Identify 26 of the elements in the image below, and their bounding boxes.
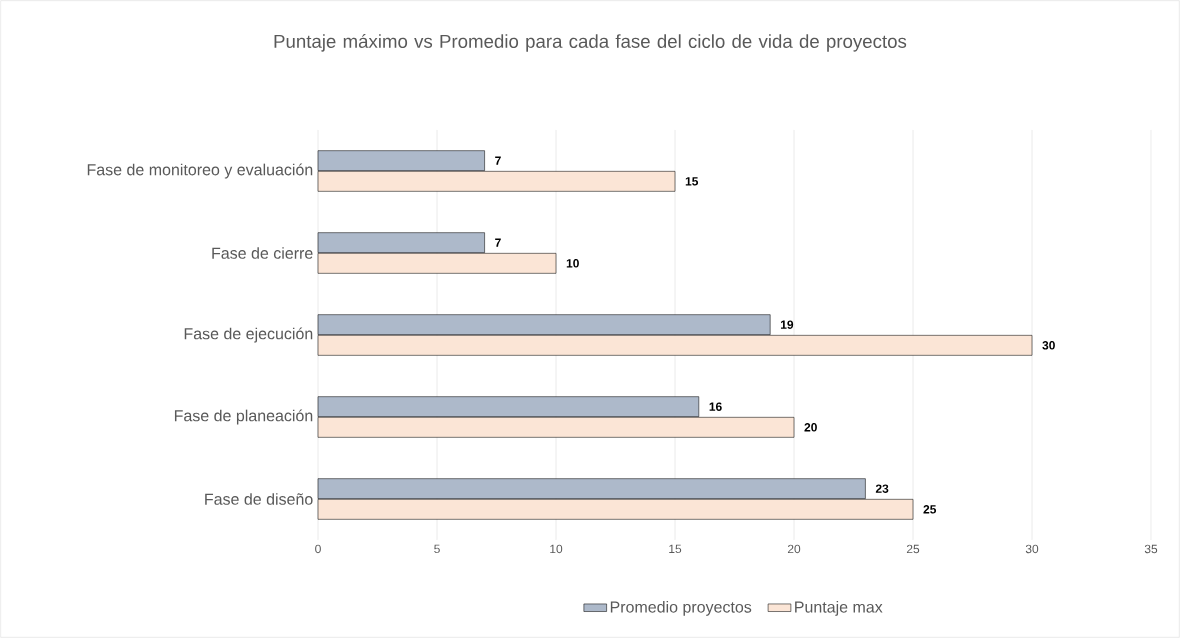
y-tick-label: Fase de cierre <box>212 247 313 259</box>
legend-label: Puntaje max <box>795 600 883 616</box>
data-label: 7 <box>495 156 501 165</box>
data-label: 16 <box>709 402 722 411</box>
data-label: 15 <box>685 177 699 186</box>
data-label: 7 <box>495 238 501 247</box>
data-label: 30 <box>1042 341 1055 350</box>
y-tick-label: Fase de planeación <box>174 409 313 425</box>
x-tick-label: 15 <box>669 544 682 554</box>
y-tick-label: Fase de monitoreo y evaluación <box>87 163 313 179</box>
data-label: 23 <box>875 484 889 493</box>
data-label: 10 <box>566 259 579 268</box>
x-tick-label: 5 <box>434 544 440 554</box>
data-label: 19 <box>781 320 794 329</box>
x-tick-label: 20 <box>787 544 801 554</box>
chart-title: Puntaje máximo vs Promedio para cada fase del ciclo de vida de proyectos <box>274 34 907 52</box>
x-tick-label: 30 <box>1025 544 1039 554</box>
legend-label: Promedio proyectos <box>610 600 752 616</box>
data-label: 20 <box>804 423 817 432</box>
x-tick-label: 35 <box>1144 544 1158 554</box>
x-tick-label: 10 <box>550 544 563 554</box>
y-tick-label: Fase de diseño <box>205 493 313 505</box>
x-tick-label: 25 <box>906 544 920 554</box>
y-tick-label: Fase de ejecución <box>184 327 313 343</box>
data-label: 25 <box>923 505 937 514</box>
x-tick-label: 0 <box>315 544 321 554</box>
